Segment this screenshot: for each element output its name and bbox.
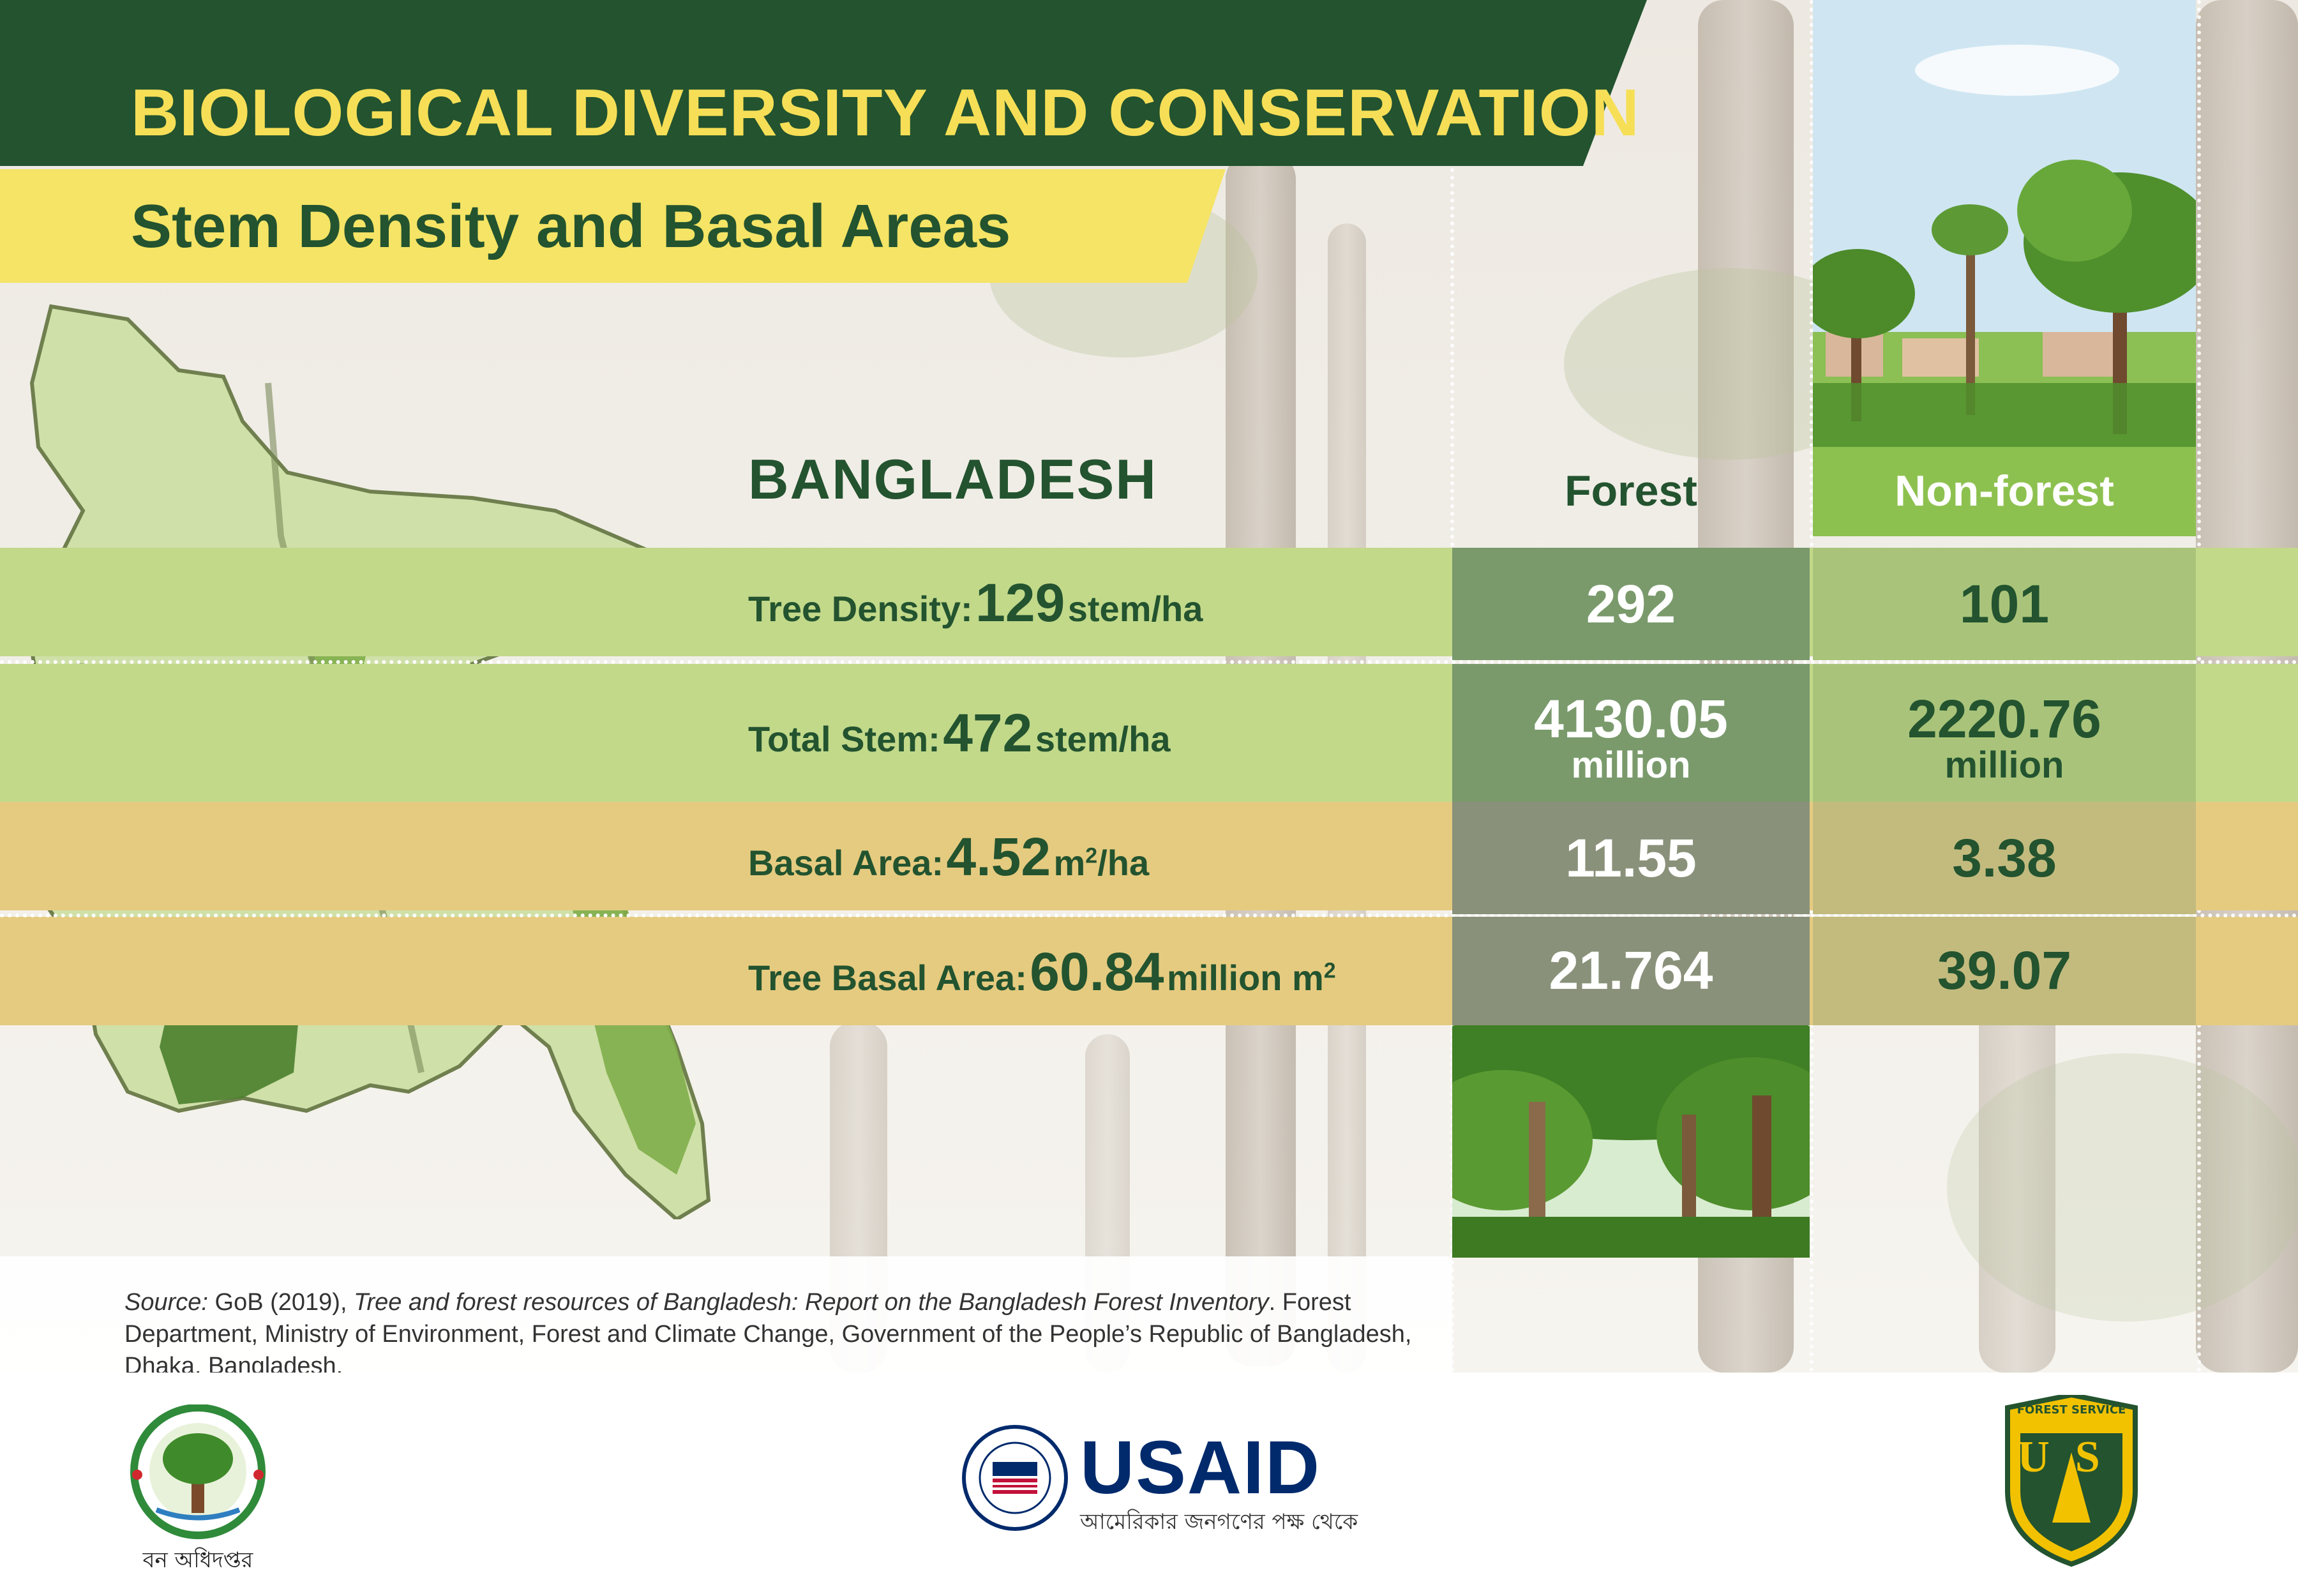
usfs-top-text: FOREST SERVICE [2016,1403,2126,1417]
row-separator [0,914,2298,917]
forest-tree-basal-area-value: 21.764 [1549,940,1713,1000]
row-label-text: Basal Area: [748,843,944,883]
row-separator [0,660,2298,664]
tree-density-row-label: Tree Density: 129 stem/ha [748,572,1203,634]
nonforest-column-header: Non-forest [1895,467,2114,515]
forest-total-stem-unit: million [1571,744,1691,786]
row-national-value: 60.84 [1030,942,1164,1002]
forest-cell: 292 [1452,548,1810,660]
usaid-tagline: আমেরিকার জনগণের পক্ষ থেকে [1080,1509,1358,1535]
forest-column-header: Forest [1565,467,1697,515]
forest-cell: 11.55 [1452,802,1810,914]
footer [0,1373,2298,1596]
row-label-text: Total Stem: [748,719,940,759]
forest-tree-density-value: 292 [1586,574,1676,634]
title-bar [0,0,1647,166]
forest-column: 292 4130.05 million 11.55 21.764 [1452,548,1810,1025]
nonforest-cell: 101 [1813,548,2196,660]
row-unit: stem/ha [1067,589,1203,629]
page-title: BIOLOGICAL DIVERSITY AND CONSERVATION [131,76,1640,150]
forest-basal-area-value: 11.55 [1565,828,1697,888]
page-subtitle: Stem Density and Basal Areas [131,192,1011,260]
row-national-value: 129 [975,573,1065,633]
row-national-value: 472 [943,703,1033,763]
forest-illustration [1452,1025,1810,1258]
total-stem-row-label: Total Stem: 472 stem/ha [748,702,1170,764]
forest-department-caption: বন অধিদপ্তর [142,1547,253,1573]
nonforest-tree-density-value: 101 [1959,574,2050,634]
basal-area-row-label: Basal Area: 4.52 m2/ha [748,826,1149,888]
nonforest-total-stem-value: 2220.76 [1907,689,2101,749]
nonforest-cell: 39.07 [1813,917,2196,1025]
row-label-text: Tree Basal Area: [748,958,1027,998]
usaid-seal-icon [962,1425,1068,1531]
row-unit: m2/ha [1053,843,1150,883]
forest-department-logo [130,1404,266,1539]
country-heading: BANGLADESH [748,448,1157,511]
source-citation: Source: GoB (2019), Tree and forest reso… [124,1289,1412,1380]
nonforest-header-background [1813,447,2196,536]
nonforest-total-stem-unit: million [1944,744,2064,786]
nonforest-column: 101 2220.76 million 3.38 39.07 [1813,548,2196,1025]
forest-cell: 4130.05 million [1452,664,1810,802]
source-background [0,1256,1452,1373]
us-forest-service-shield-icon [2005,1395,2138,1567]
forest-cell: 21.764 [1452,917,1810,1025]
row-label-text: Tree Density: [748,589,973,629]
nonforest-basal-area-value: 3.38 [1952,828,2057,888]
usfs-letters: US [2017,1433,2126,1482]
nonforest-tree-basal-area-value: 39.07 [1937,940,2072,1000]
usaid-wordmark: USAID [1080,1426,1321,1510]
nonforest-cell: 2220.76 million [1813,664,2196,802]
nonforest-landscape-illustration [1813,0,2196,447]
nonforest-cell: 3.38 [1813,802,2196,914]
subtitle-bar [0,169,1226,283]
row-unit: stem/ha [1035,719,1171,759]
forest-total-stem-value: 4130.05 [1534,689,1728,749]
tree-basal-area-row-label: Tree Basal Area: 60.84 million m2 [748,941,1336,1003]
row-unit: million m2 [1166,958,1336,998]
row-national-value: 4.52 [946,827,1051,887]
